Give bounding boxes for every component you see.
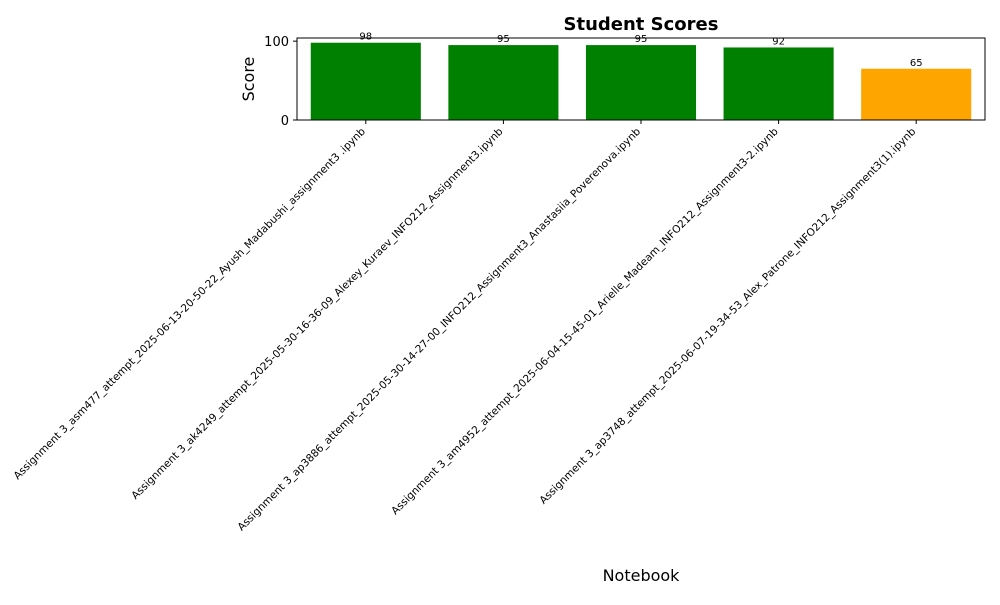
- bar-value-label: 92: [772, 36, 785, 47]
- chart-title: Student Scores: [564, 14, 719, 35]
- bars-layer: [310, 42, 972, 120]
- bar-value-label: 98: [359, 32, 372, 43]
- y-axis-ticks: 0 100: [264, 35, 297, 129]
- bar: [861, 68, 972, 120]
- x-axis-ticks: Assignment 3_asm477_attempt_2025-06-13-2…: [11, 120, 919, 533]
- y-tick-label: 100: [264, 35, 289, 50]
- bar-value-label: 95: [497, 34, 510, 45]
- bar: [585, 45, 697, 120]
- x-tick-label: Assignment 3_asm477_attempt_2025-06-13-2…: [11, 125, 368, 482]
- x-axis-label: Notebook: [603, 566, 681, 585]
- bar: [448, 45, 559, 120]
- bar-value-label: 65: [910, 58, 923, 69]
- y-tick-label: 0: [281, 114, 289, 129]
- bar: [310, 42, 421, 120]
- bar-value-labels: 98 95 95 92 65: [359, 32, 922, 69]
- y-axis-label: Score: [239, 57, 258, 102]
- bar-value-label: 95: [635, 34, 648, 45]
- bar: [723, 47, 834, 120]
